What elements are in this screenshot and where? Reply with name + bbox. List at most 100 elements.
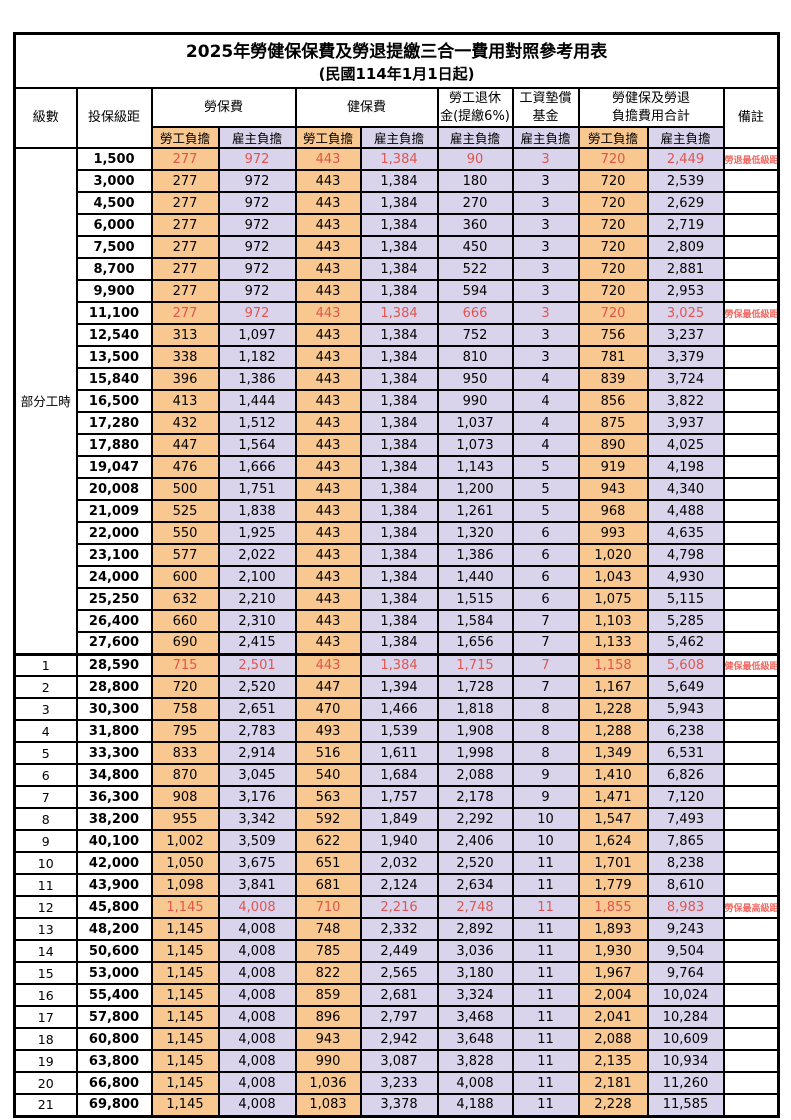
col-header-bracket: 投保級距 [75,87,153,149]
cell-labor-employee: 1,098 [150,873,220,897]
cell-health-employee: 443 [294,543,362,567]
cell-total-employer: 5,608 [646,652,725,677]
col-header-wage-fund-line1: 工資墊償 [519,90,572,106]
cell-pension-employer: 2,634 [436,873,514,897]
cell-total-employee: 1,288 [577,719,649,743]
cell-pension-employer: 2,520 [436,851,514,875]
cell-total-employee: 875 [577,411,649,435]
table-row: 24,000 600 2,100 443 1,384 1,440 6 1,043 4,930 [15,565,780,589]
cell-health-employer: 1,849 [359,807,439,831]
cell-remark [722,389,780,413]
table-row: 9,900 277 972 443 1,384 594 3 720 2,953 [15,279,780,303]
cell-health-employer: 3,378 [359,1093,439,1117]
cell-total-employer: 5,943 [646,697,725,721]
cell-wage-fund-employer: 11 [511,895,580,919]
cell-total-employee: 943 [577,477,649,501]
cell-health-employer: 1,384 [359,323,439,347]
cell-total-employer: 6,238 [646,719,725,743]
cell-level: 6 [13,763,78,787]
cell-total-employer: 5,285 [646,609,725,633]
cell-bracket: 63,800 [75,1049,153,1073]
cell-wage-fund-employer: 9 [511,785,580,809]
cell-total-employer: 5,649 [646,675,725,699]
cell-labor-employer: 972 [217,169,297,193]
table-row: 25,250 632 2,210 443 1,384 1,515 6 1,075 5,115 [15,587,780,611]
cell-labor-employee: 277 [150,191,220,215]
cell-wage-fund-employer: 3 [511,345,580,369]
cell-bracket: 12,540 [75,323,153,347]
cell-labor-employee: 1,145 [150,1027,220,1051]
col-header-wage-fund-line2: 基金 [532,108,559,124]
cell-total-employer: 5,115 [646,587,725,611]
cell-level: 1 [13,652,78,677]
cell-wage-fund-employer: 8 [511,741,580,765]
cell-pension-employer: 1,715 [436,652,514,677]
cell-total-employee: 1,075 [577,587,649,611]
cell-total-employer: 4,635 [646,521,725,545]
col-header-labor-insurance: 勞保費 [150,87,297,128]
table-row: 7 36,300 908 3,176 563 1,757 2,178 9 1,471 7,120 [13,785,780,809]
cell-bracket: 16,500 [75,389,153,413]
cell-wage-fund-employer: 3 [511,235,580,259]
cell-level: 8 [13,807,78,831]
cell-total-employer: 4,488 [646,499,725,523]
cell-wage-fund-employer: 3 [511,257,580,281]
table-row: 7,500 277 972 443 1,384 450 3 720 2,809 [15,235,780,259]
cell-total-employee: 720 [577,301,649,325]
cell-pension-employer: 1,515 [436,587,514,611]
cell-health-employer: 1,384 [359,587,439,611]
cell-health-employer: 1,684 [359,763,439,787]
cell-health-employer: 1,384 [359,631,439,655]
cell-labor-employee: 447 [150,433,220,457]
cell-total-employer: 8,610 [646,873,725,897]
cell-health-employee: 447 [294,675,362,699]
cell-labor-employer: 3,342 [217,807,297,831]
cell-labor-employer: 1,838 [217,499,297,523]
cell-health-employer: 1,384 [359,389,439,413]
table-row: 4 31,800 795 2,783 493 1,539 1,908 8 1,288 6,238 [13,719,780,743]
cell-health-employee: 748 [294,917,362,941]
cell-health-employer: 1,611 [359,741,439,765]
cell-bracket: 53,000 [75,961,153,985]
cell-labor-employer: 1,182 [217,345,297,369]
cell-remark [722,961,780,985]
cell-bracket: 55,400 [75,983,153,1007]
table-row: 16,500 413 1,444 443 1,384 990 4 856 3,822 [15,389,780,413]
cell-health-employer: 1,384 [359,609,439,633]
table-row: 3,000 277 972 443 1,384 180 3 720 2,539 [15,169,780,193]
table-row: 12 45,800 1,145 4,008 710 2,216 2,748 11 1,855 8,… [13,895,780,919]
cell-level: 16 [13,983,78,1007]
cell-pension-employer: 450 [436,235,514,259]
cell-labor-employer: 4,008 [217,1093,297,1117]
table-row: 1 28,590 715 2,501 443 1,384 1,715 7 1,158 5,608 健… [13,652,780,677]
cell-total-employee: 1,103 [577,609,649,633]
cell-wage-fund-employer: 4 [511,433,580,457]
cell-pension-employer: 1,143 [436,455,514,479]
cell-remark [722,609,780,633]
cell-health-employer: 1,384 [359,411,439,435]
cell-total-employee: 756 [577,323,649,347]
cell-labor-employer: 4,008 [217,983,297,1007]
cell-level: 2 [13,675,78,699]
cell-pension-employer: 3,468 [436,1005,514,1029]
cell-pension-employer: 1,584 [436,609,514,633]
cell-total-employer: 11,260 [646,1071,725,1095]
cell-labor-employee: 1,145 [150,895,220,919]
cell-total-employee: 1,893 [577,917,649,941]
cell-bracket: 20,008 [75,477,153,501]
cell-remark: 健保最低級距 [722,652,780,677]
cell-bracket: 50,600 [75,939,153,963]
cell-wage-fund-employer: 9 [511,763,580,787]
cell-labor-employer: 4,008 [217,917,297,941]
cell-wage-fund-employer: 11 [511,961,580,985]
cell-health-employee: 443 [294,565,362,589]
cell-health-employee: 443 [294,367,362,391]
cell-health-employer: 1,384 [359,235,439,259]
cell-total-employee: 1,228 [577,697,649,721]
cell-health-employee: 1,036 [294,1071,362,1095]
cell-bracket: 15,840 [75,367,153,391]
cell-health-employee: 443 [294,323,362,347]
cell-bracket: 30,300 [75,697,153,721]
cell-total-employee: 1,779 [577,873,649,897]
cell-bracket: 38,200 [75,807,153,831]
